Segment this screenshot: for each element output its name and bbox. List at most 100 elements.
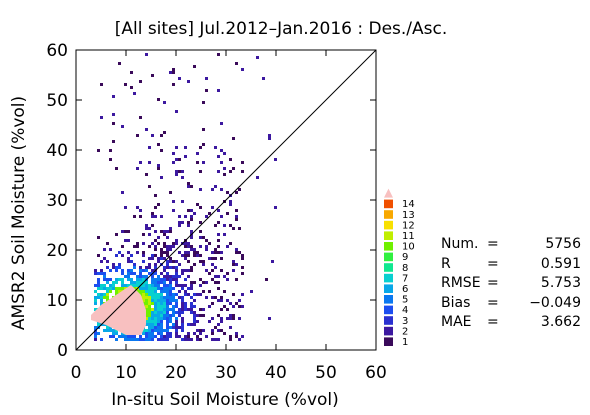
density-cell	[97, 296, 100, 299]
density-cell	[142, 290, 145, 293]
density-cell	[166, 248, 169, 251]
density-cell	[202, 329, 205, 332]
density-cell	[235, 278, 238, 281]
density-cell	[166, 314, 169, 317]
density-cell	[124, 338, 127, 341]
density-cell	[208, 242, 211, 245]
density-cell	[175, 158, 178, 161]
density-cell	[199, 236, 202, 239]
density-cell	[148, 296, 151, 299]
density-cell	[148, 335, 151, 338]
density-cell	[157, 299, 160, 302]
density-cell	[190, 245, 193, 248]
density-cell	[157, 203, 160, 206]
density-cell	[109, 290, 112, 293]
density-cell	[151, 317, 154, 320]
density-cell	[163, 317, 166, 320]
density-cell	[193, 293, 196, 296]
density-cell	[178, 311, 181, 314]
colorbar-swatch	[384, 284, 393, 293]
density-cell	[193, 317, 196, 320]
y-tick-label: 40	[46, 141, 68, 161]
density-cell	[130, 269, 133, 272]
density-cell	[163, 101, 166, 104]
density-cell	[187, 245, 190, 248]
density-cell	[184, 242, 187, 245]
density-cell	[166, 311, 169, 314]
density-cell	[196, 329, 199, 332]
density-cell	[145, 269, 148, 272]
y-tick-label: 0	[57, 341, 68, 361]
density-cell	[145, 290, 148, 293]
density-cell	[112, 113, 115, 116]
density-cell	[181, 200, 184, 203]
density-cell	[160, 287, 163, 290]
density-cell	[136, 242, 139, 245]
density-cell	[112, 266, 115, 269]
density-cell	[241, 161, 244, 164]
density-cell	[109, 278, 112, 281]
density-cell	[157, 314, 160, 317]
density-cell	[103, 278, 106, 281]
density-cell	[166, 278, 169, 281]
density-cell	[235, 335, 238, 338]
density-cell	[175, 173, 178, 176]
density-cell	[211, 263, 214, 266]
density-cell	[181, 338, 184, 341]
density-cell	[100, 299, 103, 302]
density-cell	[133, 284, 136, 287]
density-cell	[166, 236, 169, 239]
density-cell	[154, 335, 157, 338]
density-cell	[157, 308, 160, 311]
density-cell	[226, 317, 229, 320]
density-cell	[220, 296, 223, 299]
density-cell	[199, 284, 202, 287]
density-cell	[199, 170, 202, 173]
density-cell	[163, 302, 166, 305]
density-cell	[100, 260, 103, 263]
density-cell	[124, 335, 127, 338]
density-cell	[175, 278, 178, 281]
density-cell	[148, 338, 151, 341]
density-cell	[220, 308, 223, 311]
density-cell	[196, 335, 199, 338]
density-cell	[223, 290, 226, 293]
density-cell	[223, 233, 226, 236]
density-cell	[121, 272, 124, 275]
density-cell	[142, 251, 145, 254]
density-cell	[217, 209, 220, 212]
density-cell	[148, 185, 151, 188]
density-cell	[121, 125, 124, 128]
density-cell	[181, 221, 184, 224]
density-cell	[166, 332, 169, 335]
stat-value: 5756	[545, 236, 581, 252]
density-cell	[175, 272, 178, 275]
density-cell	[187, 335, 190, 338]
density-cell	[241, 68, 244, 71]
density-cell	[127, 272, 130, 275]
density-cell	[124, 284, 127, 287]
density-cell	[151, 242, 154, 245]
density-cell	[151, 338, 154, 341]
density-cell	[160, 176, 163, 179]
stat-equals: =	[487, 236, 499, 252]
density-cell	[166, 323, 169, 326]
density-cell	[121, 230, 124, 233]
density-cell	[160, 305, 163, 308]
density-cell	[187, 182, 190, 185]
density-cell	[166, 296, 169, 299]
density-cell	[226, 308, 229, 311]
density-cell	[151, 134, 154, 137]
x-tick-label: 30	[215, 363, 237, 383]
density-cell	[157, 305, 160, 308]
density-cell	[157, 338, 160, 341]
density-cell	[172, 71, 175, 74]
y-tick-label: 20	[46, 241, 68, 261]
density-cell	[115, 254, 118, 257]
density-cell	[175, 317, 178, 320]
colorbar-label: 3	[402, 316, 408, 327]
colorbar-label: 10	[402, 242, 415, 253]
density-cell	[169, 266, 172, 269]
density-cell	[190, 338, 193, 341]
